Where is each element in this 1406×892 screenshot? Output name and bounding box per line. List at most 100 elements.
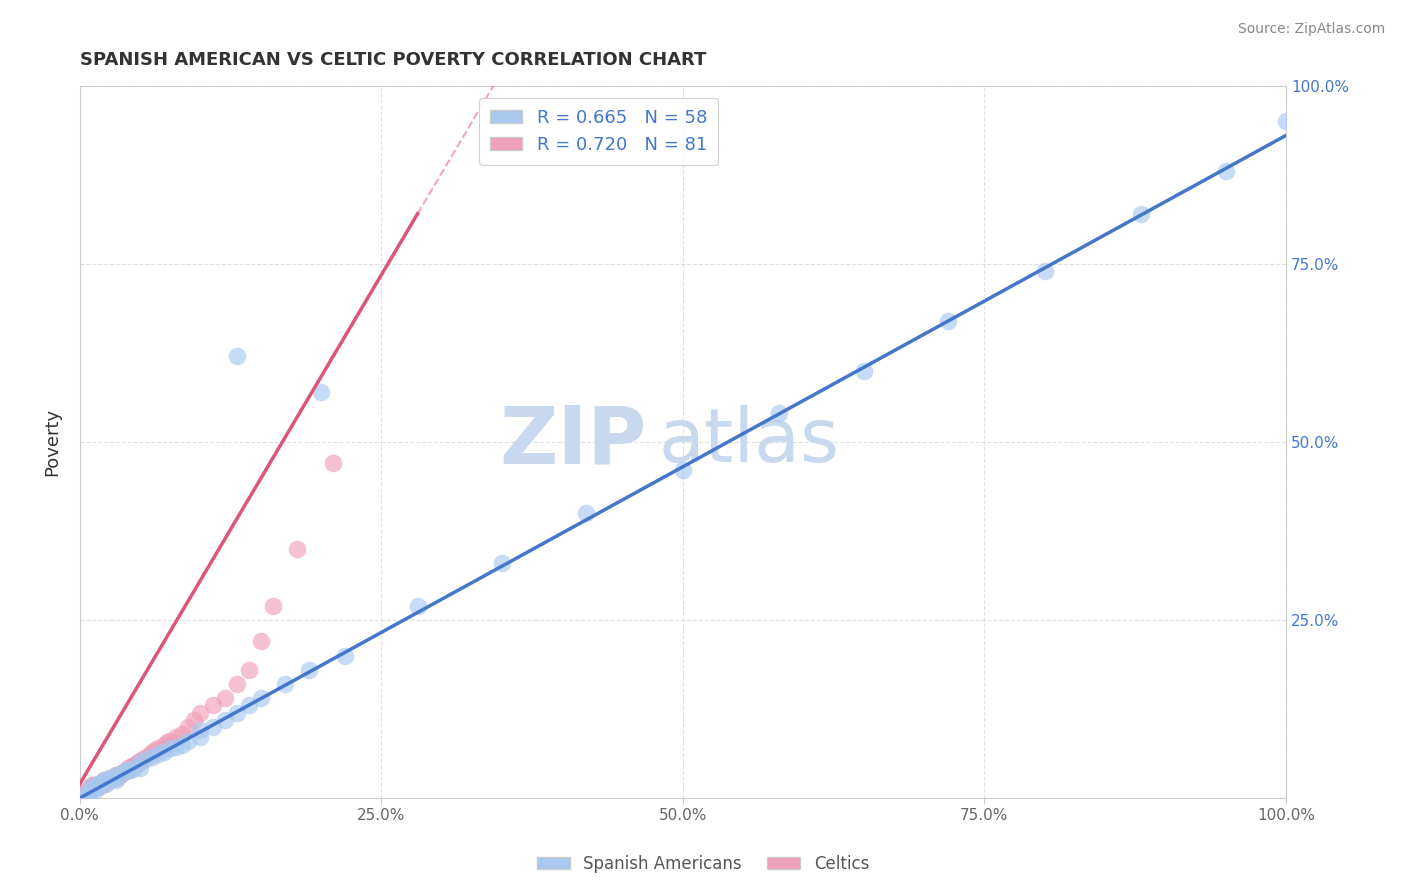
Point xyxy=(125,756,148,771)
Text: SPANISH AMERICAN VS CELTIC POVERTY CORRELATION CHART: SPANISH AMERICAN VS CELTIC POVERTY CORRE… xyxy=(80,51,706,69)
Point xyxy=(122,761,145,775)
Point xyxy=(105,768,128,782)
Point xyxy=(84,778,107,792)
Point xyxy=(575,506,598,520)
Point xyxy=(87,780,110,794)
Point xyxy=(89,779,111,793)
Point xyxy=(87,777,110,791)
Point xyxy=(117,763,139,777)
Point xyxy=(105,768,128,782)
Point xyxy=(76,785,98,799)
Point xyxy=(201,698,224,713)
Point xyxy=(90,777,112,791)
Point xyxy=(214,691,236,706)
Point xyxy=(201,720,224,734)
Point xyxy=(852,363,875,377)
Point xyxy=(309,384,332,399)
Point xyxy=(98,771,121,785)
Point xyxy=(89,777,111,791)
Point xyxy=(131,752,153,766)
Point xyxy=(165,731,187,745)
Point xyxy=(172,738,194,752)
Point xyxy=(72,788,94,802)
Point xyxy=(177,734,200,748)
Point xyxy=(105,771,128,785)
Point xyxy=(117,763,139,777)
Point xyxy=(238,698,260,713)
Point xyxy=(135,752,157,766)
Point xyxy=(139,748,162,763)
Point xyxy=(491,556,513,570)
Point xyxy=(148,741,170,756)
Point xyxy=(190,731,212,745)
Point xyxy=(141,745,163,759)
Point xyxy=(225,349,247,363)
Point xyxy=(97,774,120,789)
Point xyxy=(1130,207,1153,221)
Point xyxy=(94,775,117,789)
Point xyxy=(75,786,97,800)
Point xyxy=(87,778,110,792)
Point xyxy=(80,781,103,796)
Point xyxy=(103,770,125,784)
Point xyxy=(1215,164,1237,178)
Point xyxy=(82,781,104,796)
Point xyxy=(322,456,344,470)
Text: Source: ZipAtlas.com: Source: ZipAtlas.com xyxy=(1237,22,1385,37)
Point xyxy=(768,406,790,420)
Point xyxy=(165,739,187,754)
Point xyxy=(75,788,97,802)
Point xyxy=(84,779,107,793)
Point xyxy=(249,691,271,706)
Text: atlas: atlas xyxy=(659,405,839,478)
Point xyxy=(89,778,111,792)
Point xyxy=(105,773,128,788)
Point xyxy=(1033,264,1056,278)
Point xyxy=(111,766,134,780)
Point xyxy=(83,780,105,794)
Point xyxy=(122,758,145,772)
Point xyxy=(80,780,103,795)
Point xyxy=(90,775,112,789)
Point xyxy=(114,764,136,778)
Point xyxy=(93,775,115,789)
Point xyxy=(83,778,105,792)
Legend: Spanish Americans, Celtics: Spanish Americans, Celtics xyxy=(530,848,876,880)
Point xyxy=(108,768,131,782)
Point xyxy=(79,785,101,799)
Point xyxy=(73,787,96,801)
Point xyxy=(129,756,152,770)
Point xyxy=(225,706,247,720)
Point xyxy=(90,778,112,792)
Legend: R = 0.665   N = 58, R = 0.720   N = 81: R = 0.665 N = 58, R = 0.720 N = 81 xyxy=(479,98,718,165)
Point xyxy=(298,663,321,677)
Point xyxy=(96,773,118,788)
Point xyxy=(77,784,100,798)
Point xyxy=(87,780,110,795)
Point xyxy=(77,784,100,798)
Point xyxy=(101,771,124,785)
Point xyxy=(107,767,129,781)
Point xyxy=(89,778,111,792)
Point xyxy=(80,778,103,792)
Point xyxy=(406,599,429,613)
Point xyxy=(117,761,139,775)
Point xyxy=(80,782,103,797)
Point xyxy=(114,764,136,778)
Point xyxy=(249,634,271,648)
Point xyxy=(107,770,129,784)
Point xyxy=(96,774,118,789)
Point xyxy=(98,771,121,785)
Point xyxy=(84,780,107,795)
Point xyxy=(86,780,108,794)
Point xyxy=(153,745,176,759)
Point xyxy=(274,677,297,691)
Point xyxy=(120,760,142,774)
Point xyxy=(238,663,260,677)
Point xyxy=(120,763,142,777)
Point xyxy=(79,782,101,797)
Point xyxy=(96,777,118,791)
Point xyxy=(104,771,127,785)
Point xyxy=(112,765,135,780)
Point xyxy=(156,735,179,749)
